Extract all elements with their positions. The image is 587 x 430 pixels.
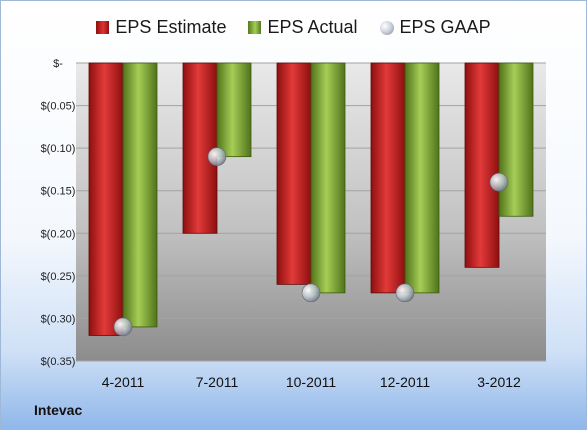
- bar-eps-actual: [310, 62, 346, 294]
- legend-swatch-eps-estimate: [96, 21, 110, 34]
- legend-label-eps-actual: EPS Actual: [267, 17, 358, 37]
- marker-eps-gaap: [207, 147, 227, 166]
- bar-eps-actual: [122, 62, 158, 328]
- x-category-label: 4-2011: [102, 374, 145, 390]
- marker-eps-gaap: [395, 283, 415, 303]
- legend-label-eps-gaap: EPS GAAP: [399, 17, 491, 37]
- chart-legend: EPS Estimate EPS Actual EPS GAAP: [1, 17, 586, 38]
- y-tick-label: $(0.30): [41, 313, 76, 325]
- bar-eps-actual: [404, 62, 440, 294]
- legend-swatch-eps-gaap: [379, 20, 394, 35]
- legend-label-eps-estimate: EPS Estimate: [115, 17, 227, 37]
- x-category-label: 7-2011: [196, 374, 239, 390]
- marker-eps-gaap: [301, 283, 321, 303]
- y-tick-label: $(0.10): [41, 143, 76, 155]
- bar-eps-actual: [216, 62, 252, 158]
- legend-item-eps-estimate: EPS Estimate: [96, 17, 226, 38]
- bar-eps-estimate: [276, 62, 312, 285]
- x-category-label: 12-2011: [380, 374, 431, 390]
- y-tick-label: $(0.20): [41, 228, 76, 240]
- x-category-label: 3-2012: [477, 374, 521, 390]
- bar-eps-estimate: [370, 62, 406, 294]
- y-tick-label: $(0.05): [41, 101, 76, 113]
- x-category-label: 10-2011: [286, 374, 337, 390]
- bar-eps-actual: [498, 62, 534, 217]
- legend-item-eps-gaap: EPS GAAP: [379, 17, 491, 38]
- marker-eps-gaap: [489, 172, 509, 192]
- company-name: Intevac: [34, 402, 83, 418]
- y-tick-label: $(0.25): [41, 271, 76, 283]
- legend-swatch-eps-actual: [248, 21, 262, 34]
- legend-item-eps-actual: EPS Actual: [248, 17, 358, 38]
- y-tick-label: $(0.15): [41, 186, 76, 198]
- marker-eps-gaap: [113, 317, 133, 337]
- y-tick-label: $(0.35): [41, 356, 76, 368]
- bar-eps-estimate: [464, 62, 500, 268]
- bar-eps-estimate: [182, 62, 218, 234]
- y-tick-label: $-: [53, 58, 63, 70]
- bar-eps-estimate: [88, 62, 124, 336]
